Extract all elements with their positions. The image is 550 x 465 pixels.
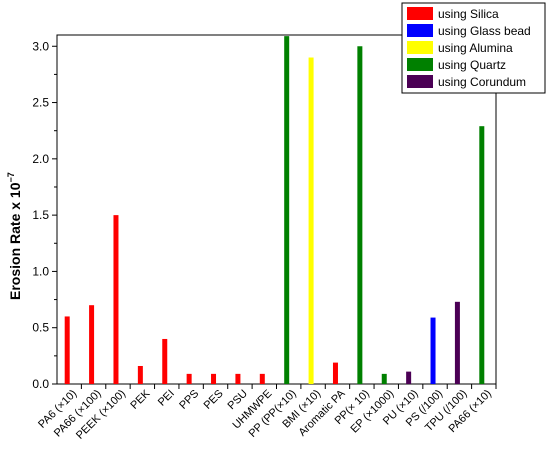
bar-12-series-1 <box>332 362 338 384</box>
y-tick-label: 0.5 <box>32 321 49 335</box>
legend-label: using Glass bead <box>438 24 531 38</box>
category-label: PEI <box>156 388 177 409</box>
bar-15-series-5 <box>406 371 412 384</box>
y-tick-label: 3.0 <box>32 39 49 53</box>
legend-label: using Corundum <box>438 75 526 89</box>
bar-16-series-2 <box>430 317 436 384</box>
bar-2-series-1 <box>89 305 95 384</box>
bar-10-series-4 <box>284 36 290 385</box>
legend-label: using Alumina <box>438 41 513 55</box>
bar-11-series-3 <box>308 57 314 385</box>
legend-label: using Silica <box>438 7 499 21</box>
bar-8-series-1 <box>235 373 241 384</box>
bar-7-series-1 <box>211 373 217 384</box>
y-axis-title: Erosion Rate x 10−7 <box>6 172 23 300</box>
category-label: PES <box>202 388 226 412</box>
x-axis: PA6 (×10)PA66 (×100)PEEK (×100) PEK PEI PPS… <box>36 384 497 442</box>
bar-3-series-1 <box>113 215 119 384</box>
y-tick-label: 2.5 <box>32 96 49 110</box>
category-label: PEK <box>128 387 153 412</box>
legend-label: using Quartz <box>438 58 506 72</box>
y-tick-label: 2.0 <box>32 152 49 166</box>
bars <box>64 36 485 385</box>
bar-6-series-1 <box>186 373 192 384</box>
bar-14-series-4 <box>381 373 387 384</box>
y-tick-label: 1.5 <box>32 208 49 222</box>
legend-swatch <box>407 58 433 71</box>
legend-swatch <box>407 75 433 88</box>
legend-swatch <box>407 24 433 37</box>
bar-5-series-1 <box>162 338 168 384</box>
legend: using Silica using Glass bead using Alumin… <box>401 2 546 94</box>
category-label: PPS <box>177 388 201 412</box>
y-tick-label: 1.0 <box>32 264 49 278</box>
y-tick-label: 0.0 <box>32 377 49 391</box>
bar-18-series-4 <box>479 126 485 385</box>
legend-swatch <box>407 41 433 54</box>
bar-13-series-4 <box>357 46 363 385</box>
bar-9-series-1 <box>259 373 265 384</box>
bar-4-series-1 <box>137 365 143 384</box>
y-axis: 0.0 0.5 1.0 1.5 2.0 2.5 3.0 <box>32 39 57 391</box>
bar-17-series-5 <box>454 301 460 384</box>
bar-1-series-1 <box>64 316 70 384</box>
legend-swatch <box>407 7 433 20</box>
